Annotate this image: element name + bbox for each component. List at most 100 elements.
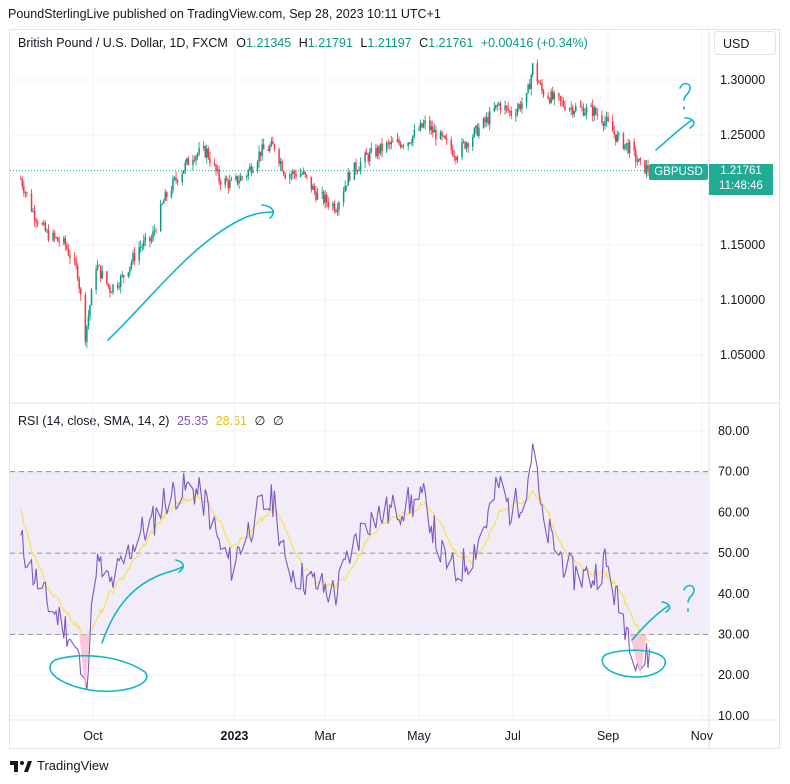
candle xyxy=(281,158,283,172)
candle xyxy=(528,79,531,90)
candle xyxy=(485,111,488,127)
candle xyxy=(410,138,413,146)
annotation-arrow-rally xyxy=(107,204,274,341)
candle xyxy=(99,265,102,282)
candle xyxy=(493,101,496,113)
x-tick-label: Sep xyxy=(597,729,619,743)
last-price-symbol-tag: GBPUSD xyxy=(649,164,708,180)
candle xyxy=(375,143,377,159)
candle xyxy=(378,145,380,160)
candle xyxy=(46,228,48,234)
candle xyxy=(267,145,270,152)
candle xyxy=(504,100,506,115)
candle xyxy=(295,169,297,180)
rsi-tick-label: 20.00 xyxy=(718,668,749,682)
candle xyxy=(175,171,177,184)
candle xyxy=(335,207,337,214)
candle xyxy=(422,119,425,129)
candle xyxy=(495,104,497,111)
candle xyxy=(66,242,68,251)
candle xyxy=(153,224,156,237)
tradingview-logo-icon xyxy=(10,760,32,772)
candle xyxy=(551,86,554,101)
candle xyxy=(76,263,79,282)
candle xyxy=(442,135,445,138)
rsi-tick-label: 30.00 xyxy=(718,628,749,642)
candle xyxy=(644,159,646,175)
candle xyxy=(568,107,571,113)
candle xyxy=(279,157,282,170)
candle xyxy=(132,249,134,265)
candle xyxy=(130,259,133,271)
candle xyxy=(622,131,625,150)
candle xyxy=(69,250,71,265)
candle xyxy=(198,141,200,157)
candle xyxy=(398,136,400,146)
candle xyxy=(347,167,349,186)
candle xyxy=(312,183,314,190)
rsi-tick-label: 40.00 xyxy=(718,587,749,601)
candle xyxy=(101,265,103,280)
candle xyxy=(584,108,586,117)
candle xyxy=(399,140,402,149)
annotation-arrow-rsi-rally xyxy=(101,559,185,644)
candle xyxy=(579,99,582,108)
candle xyxy=(24,190,27,198)
candle xyxy=(461,137,463,161)
x-tick-label: Jul xyxy=(505,729,521,743)
candle xyxy=(550,88,552,104)
price-legend: British Pound / U.S. Dollar, 1D, FXCM O1… xyxy=(18,36,588,50)
candle xyxy=(269,143,271,153)
candle xyxy=(633,138,635,156)
candle xyxy=(152,226,154,243)
candle xyxy=(262,138,265,150)
candle xyxy=(452,144,454,158)
currency-button[interactable]: USD xyxy=(714,31,776,55)
candle xyxy=(193,156,196,163)
candle xyxy=(591,99,594,122)
candle xyxy=(55,236,57,239)
candle xyxy=(226,176,228,182)
candle xyxy=(256,159,259,174)
tradingview-footer[interactable]: TradingView xyxy=(10,758,109,773)
annotation-arrow-rsi-up xyxy=(631,601,671,641)
change-value: +0.00416 (+0.34%) xyxy=(480,36,588,50)
candle xyxy=(424,115,426,130)
last-price-value: 1.21761 xyxy=(720,165,762,177)
candle xyxy=(304,171,306,178)
candle xyxy=(615,134,617,146)
candle xyxy=(272,136,274,145)
candle xyxy=(121,270,123,278)
candle xyxy=(52,229,54,243)
candle xyxy=(450,136,452,154)
candle xyxy=(473,127,476,138)
close-value: 1.21761 xyxy=(428,36,474,50)
x-tick-label: May xyxy=(407,729,431,743)
candle xyxy=(192,154,194,171)
x-tick-label: Nov xyxy=(691,729,714,743)
candle xyxy=(455,155,457,165)
candle xyxy=(444,134,446,140)
candle xyxy=(110,291,113,294)
rsi-tick-label: 10.00 xyxy=(718,709,749,723)
candle xyxy=(207,146,210,161)
candle xyxy=(525,92,528,109)
candle xyxy=(206,144,208,164)
candle xyxy=(475,125,477,134)
rsi-oversold-fill-2023 xyxy=(629,634,647,676)
candle xyxy=(75,255,77,270)
candle xyxy=(302,167,305,175)
candle xyxy=(519,101,522,112)
candle xyxy=(367,152,369,165)
candle xyxy=(118,282,120,291)
candle xyxy=(548,97,551,105)
candle xyxy=(482,117,485,129)
candle xyxy=(625,142,628,151)
candle xyxy=(379,143,382,156)
candle xyxy=(369,148,371,167)
candle xyxy=(596,108,599,120)
candle xyxy=(204,144,207,159)
candle xyxy=(324,190,326,209)
chart-frame[interactable] xyxy=(9,29,780,749)
